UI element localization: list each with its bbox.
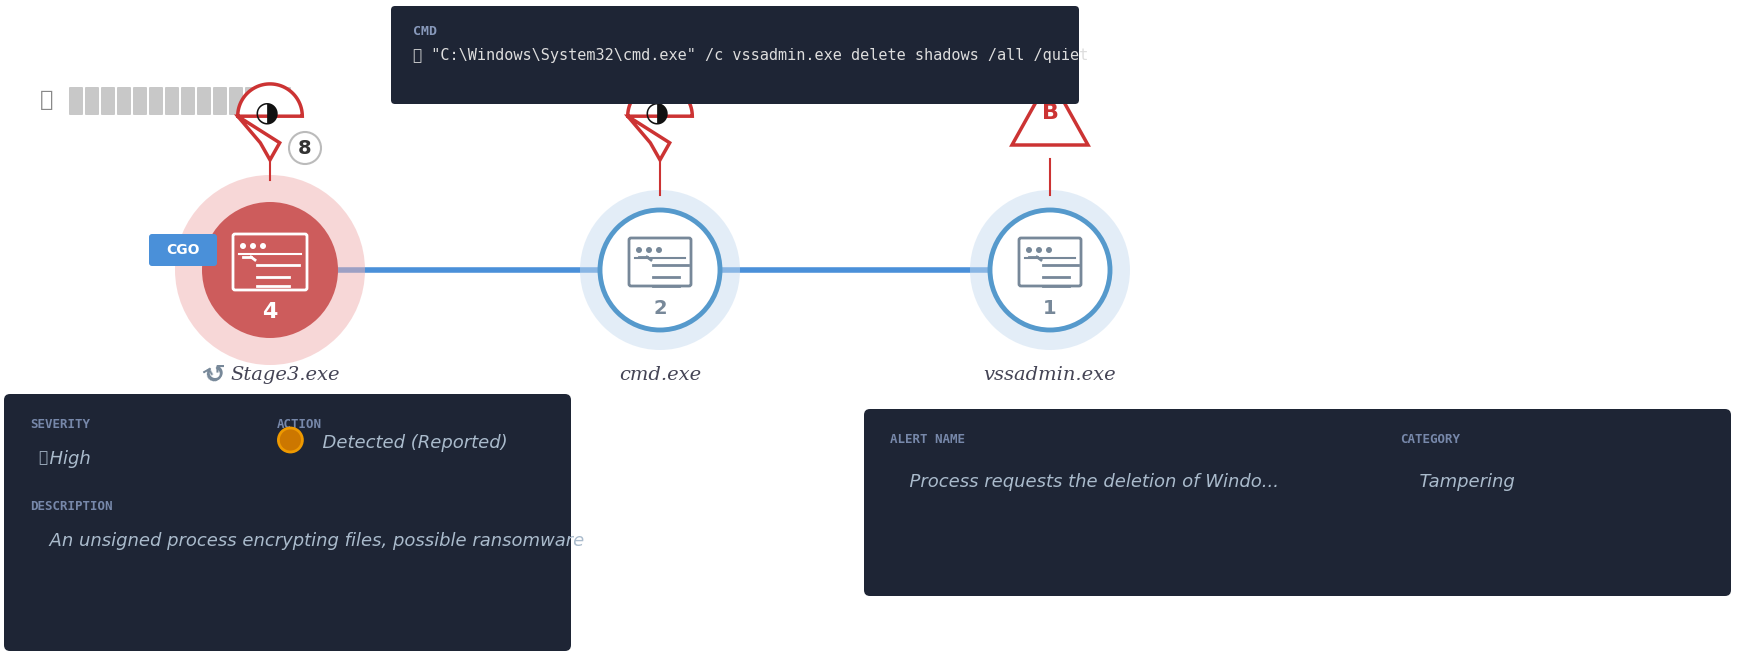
Circle shape — [260, 243, 265, 249]
Text: High: High — [39, 450, 91, 468]
Text: ⎘ "C:\Windows\System32\cmd.exe" /c vssadmin.exe delete shadows /all /quiet: ⎘ "C:\Windows\System32\cmd.exe" /c vssad… — [413, 48, 1088, 63]
Circle shape — [176, 175, 365, 365]
FancyBboxPatch shape — [260, 87, 274, 115]
Text: ↻: ↻ — [200, 360, 230, 391]
Circle shape — [580, 190, 740, 350]
Text: ACTION: ACTION — [276, 418, 322, 431]
Text: vssadmin.exe: vssadmin.exe — [984, 366, 1116, 384]
FancyBboxPatch shape — [134, 87, 148, 115]
Circle shape — [599, 210, 720, 330]
FancyBboxPatch shape — [69, 87, 83, 115]
Text: ◑: ◑ — [255, 98, 279, 126]
FancyBboxPatch shape — [278, 87, 292, 115]
Circle shape — [278, 428, 302, 452]
FancyBboxPatch shape — [228, 87, 242, 115]
Text: SEVERITY: SEVERITY — [30, 418, 90, 431]
Circle shape — [989, 210, 1109, 330]
Text: 👤: 👤 — [40, 90, 53, 110]
Text: Tampering: Tampering — [1407, 473, 1515, 491]
Text: Process requests the deletion of Windo...: Process requests the deletion of Windo..… — [898, 473, 1279, 491]
FancyBboxPatch shape — [84, 87, 98, 115]
Text: B: B — [1040, 103, 1058, 123]
Polygon shape — [1012, 77, 1088, 145]
Text: ◑: ◑ — [645, 98, 669, 126]
Circle shape — [288, 132, 322, 164]
Text: ALERT NAME: ALERT NAME — [889, 433, 965, 446]
FancyBboxPatch shape — [390, 6, 1079, 104]
Circle shape — [970, 190, 1130, 350]
Text: CGO: CGO — [167, 243, 200, 257]
Text: 8: 8 — [299, 138, 311, 158]
Text: cmd.exe: cmd.exe — [618, 366, 701, 384]
FancyBboxPatch shape — [4, 394, 571, 651]
Circle shape — [249, 243, 257, 249]
FancyBboxPatch shape — [244, 87, 258, 115]
Text: DESCRIPTION: DESCRIPTION — [30, 500, 112, 513]
Circle shape — [1026, 247, 1031, 253]
Text: Detected (Reported): Detected (Reported) — [311, 434, 508, 452]
Text: 1: 1 — [1042, 299, 1056, 317]
Circle shape — [241, 243, 246, 249]
FancyBboxPatch shape — [165, 87, 179, 115]
Text: Stage3.exe: Stage3.exe — [230, 366, 339, 384]
Circle shape — [1035, 247, 1042, 253]
FancyBboxPatch shape — [100, 87, 114, 115]
FancyBboxPatch shape — [118, 87, 132, 115]
Circle shape — [655, 247, 662, 253]
Text: CMD: CMD — [413, 25, 437, 38]
Circle shape — [636, 247, 641, 253]
FancyBboxPatch shape — [213, 87, 227, 115]
FancyBboxPatch shape — [863, 409, 1731, 596]
Polygon shape — [627, 84, 692, 160]
Polygon shape — [237, 84, 302, 160]
FancyBboxPatch shape — [149, 234, 216, 266]
Text: ↺: ↺ — [204, 363, 225, 387]
FancyBboxPatch shape — [197, 87, 211, 115]
Text: An unsigned process encrypting files, possible ransomware: An unsigned process encrypting files, po… — [39, 532, 583, 550]
Text: CATEGORY: CATEGORY — [1399, 433, 1460, 446]
Text: 4: 4 — [262, 302, 278, 322]
FancyBboxPatch shape — [181, 87, 195, 115]
Circle shape — [645, 247, 652, 253]
Circle shape — [1045, 247, 1051, 253]
Text: 📄: 📄 — [39, 450, 47, 465]
FancyBboxPatch shape — [149, 87, 163, 115]
Circle shape — [202, 202, 337, 338]
Text: 2: 2 — [654, 299, 666, 317]
